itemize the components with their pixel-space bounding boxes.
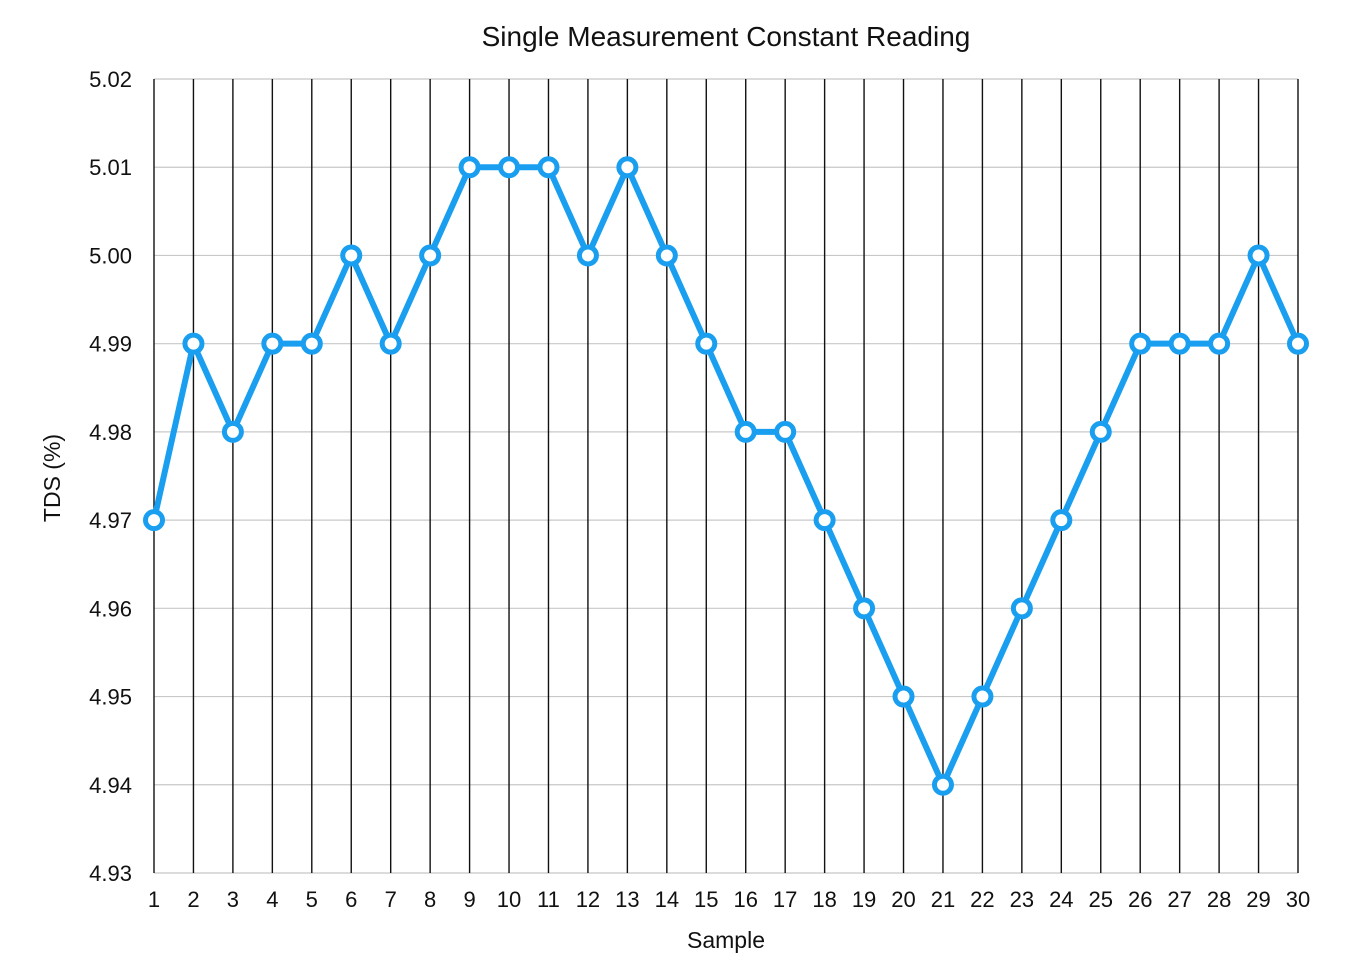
- x-tick-label: 17: [773, 887, 797, 912]
- y-tick-label: 4.96: [89, 596, 132, 621]
- data-point: [774, 420, 797, 443]
- data-point: [1089, 420, 1112, 443]
- x-tick-label: 19: [852, 887, 876, 912]
- x-tick-label: 21: [931, 887, 955, 912]
- x-tick-label: 18: [812, 887, 836, 912]
- data-point: [853, 597, 876, 620]
- data-point: [655, 244, 678, 267]
- data-point: [1010, 597, 1033, 620]
- x-axis-ticks: 1 2 3 4 5 6 7 8 9 10 11 12 13 14 15 16 17 18 19 20 21 22 23 24 2…: [148, 887, 1310, 912]
- x-tick-label: 9: [463, 887, 475, 912]
- x-tick-label: 2: [187, 887, 199, 912]
- data-point: [892, 685, 915, 708]
- chart-title: Single Measurement Constant Reading: [482, 21, 971, 52]
- data-point: [616, 156, 639, 179]
- x-tick-label: 28: [1207, 887, 1231, 912]
- x-tick-label: 27: [1167, 887, 1191, 912]
- y-axis-ticks: 4.93 4.94 4.95 4.96 4.97 4.98 4.99 5.00 5.01 5.02: [89, 67, 132, 886]
- data-point: [379, 332, 402, 355]
- x-tick-label: 5: [306, 887, 318, 912]
- x-tick-label: 14: [655, 887, 679, 912]
- series-line: [151, 164, 1301, 788]
- x-tick-label: 23: [1010, 887, 1034, 912]
- x-tick-label: 25: [1089, 887, 1113, 912]
- y-axis-title: TDS (%): [39, 434, 65, 522]
- y-tick-label: 4.94: [89, 773, 132, 798]
- data-point: [931, 773, 954, 796]
- data-point: [1050, 509, 1073, 532]
- x-tick-label: 22: [970, 887, 994, 912]
- data-point: [221, 420, 244, 443]
- x-tick-label: 29: [1246, 887, 1270, 912]
- y-tick-label: 4.97: [89, 508, 132, 533]
- x-tick-label: 16: [733, 887, 757, 912]
- data-point: [734, 420, 757, 443]
- x-tick-label: 20: [891, 887, 915, 912]
- y-tick-label: 4.95: [89, 685, 132, 710]
- y-tick-label: 5.01: [89, 155, 132, 180]
- data-point: [576, 244, 599, 267]
- data-point: [971, 685, 994, 708]
- y-tick-label: 4.93: [89, 861, 132, 886]
- data-point: [143, 509, 165, 532]
- x-tick-label: 15: [694, 887, 718, 912]
- data-point: [458, 156, 481, 179]
- data-point: [813, 509, 836, 532]
- y-tick-label: 5.00: [89, 243, 132, 268]
- series-layer: [143, 156, 1309, 796]
- data-point: [261, 332, 284, 355]
- x-tick-label: 1: [148, 887, 160, 912]
- data-point: [1208, 332, 1231, 355]
- y-tick-label: 5.02: [89, 67, 132, 92]
- data-point: [498, 156, 521, 179]
- x-tick-label: 26: [1128, 887, 1152, 912]
- x-tick-label: 10: [497, 887, 521, 912]
- x-tick-label: 13: [615, 887, 639, 912]
- data-point: [1287, 332, 1309, 355]
- y-tick-label: 4.98: [89, 420, 132, 445]
- data-point: [340, 244, 363, 267]
- x-tick-label: 11: [537, 887, 560, 912]
- x-tick-label: 6: [345, 887, 357, 912]
- data-point: [1247, 244, 1270, 267]
- data-point: [537, 156, 560, 179]
- grid: [153, 78, 1299, 874]
- x-axis-title: Sample: [687, 927, 765, 953]
- data-point: [695, 332, 718, 355]
- data-point: [1168, 332, 1191, 355]
- data-point: [1129, 332, 1152, 355]
- y-tick-label: 4.99: [89, 332, 132, 357]
- data-point: [300, 332, 323, 355]
- x-tick-label: 30: [1286, 887, 1310, 912]
- x-tick-label: 7: [385, 887, 397, 912]
- x-tick-label: 8: [424, 887, 436, 912]
- data-point: [182, 332, 205, 355]
- x-tick-label: 24: [1049, 887, 1073, 912]
- x-tick-label: 3: [227, 887, 239, 912]
- x-tick-label: 4: [266, 887, 278, 912]
- data-point: [419, 244, 442, 267]
- x-tick-label: 12: [576, 887, 600, 912]
